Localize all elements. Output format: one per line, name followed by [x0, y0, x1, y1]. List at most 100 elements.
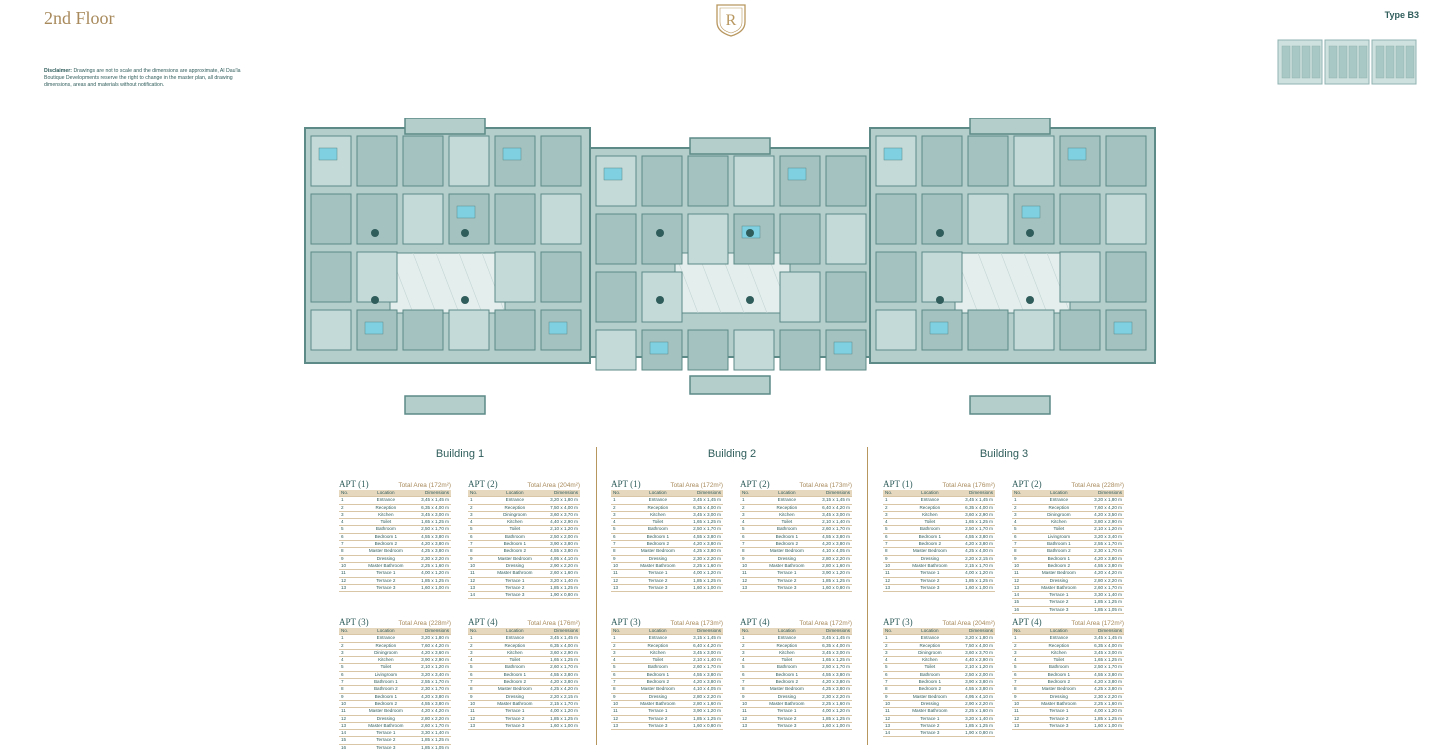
- plan-shape: [875, 251, 917, 303]
- room-row: 6 Bedroom 1 4,55 x 3,80 m: [468, 671, 580, 680]
- room-row: 10 Master Bathroom 2,25 x 1,60 m: [339, 562, 451, 571]
- divider: [596, 447, 597, 745]
- cell: Dressing: [1034, 577, 1084, 585]
- room-row: 12 Terrace 2 1,85 x 1,25 m: [740, 715, 852, 723]
- cell: Master Bathroom: [905, 562, 955, 571]
- plan-shape: [1338, 45, 1348, 79]
- cell: 7: [883, 678, 905, 687]
- cell: Bathroom: [905, 525, 955, 534]
- room-row: 2 Reception 6,40 x 4,20 m: [740, 504, 852, 512]
- cell: 7: [339, 540, 361, 549]
- cell: Bedroom 1: [490, 671, 540, 680]
- cell: 3,80 x 2,90 m: [1083, 518, 1124, 527]
- plan-shape: [1281, 45, 1291, 79]
- room-row: 4 Toilet 1,65 x 1,25 m: [468, 656, 580, 665]
- cell: 2,15 x 1,70 m: [954, 562, 995, 571]
- cell: 4,20 x 3,80 m: [1083, 555, 1124, 563]
- cell: 11: [740, 707, 762, 716]
- room-row: 9 Bedroom 1 4,20 x 3,80 m: [1012, 555, 1124, 563]
- room-row: 13 Terrace 3 1,60 x 1,00 m: [740, 722, 852, 731]
- cell: 3,60 x 2,90 m: [539, 649, 580, 658]
- plan-shape: [833, 341, 853, 355]
- cell: 4: [611, 518, 633, 527]
- apartment-name: APT (1): [339, 479, 369, 489]
- cell: 6: [883, 533, 905, 542]
- cell: Bathroom: [905, 671, 955, 680]
- apartment-header: APT (4) Total Area (172m²): [740, 617, 852, 628]
- room-row: 8 Master Bedroom 4,25 x 4,00 m: [883, 547, 995, 556]
- plan-shape: [1013, 193, 1055, 245]
- cell: 5: [883, 525, 905, 534]
- cell: 1,60 x 1,00 m: [811, 722, 852, 731]
- cell: 10: [883, 562, 905, 571]
- cell: 7,50 x 4,00 m: [954, 642, 995, 650]
- plan-shape: [404, 395, 486, 415]
- column-header: No. Location Dimensions: [1012, 628, 1124, 636]
- room-row: 9 Dressing 2,30 x 2,20 m: [611, 555, 723, 563]
- cell: 6,35 x 4,00 m: [1083, 642, 1124, 650]
- room-row: 9 Dressing 2,30 x 2,20 m: [740, 693, 852, 701]
- room-row: 6 Livingroom 3,20 x 3,40 m: [1012, 533, 1124, 542]
- plan-shape: [746, 296, 754, 304]
- room-row: 6 Bedroom 1 4,55 x 3,80 m: [611, 671, 723, 680]
- column-label: No.: [1012, 490, 1034, 498]
- cell: 8: [740, 547, 762, 556]
- apartment-table: APT (4) Total Area (176m²) No. Location Dime…: [468, 617, 580, 731]
- room-row: 5 Bathroom 2,60 x 1,70 m: [468, 663, 580, 672]
- cell: 2,50 x 2,00 m: [954, 671, 995, 680]
- room-row: 11 Terrace 1 4,00 x 1,20 m: [883, 569, 995, 578]
- room-row: 7 Bedroom 1 3,90 x 3,80 m: [883, 678, 995, 687]
- room-row: 4 Kitchen 4,40 x 2,90 m: [883, 656, 995, 665]
- column-header: No. Location Dimensions: [883, 628, 995, 636]
- room-row: 5 Bathroom 2,50 x 1,70 m: [339, 525, 451, 534]
- cell: 2,80 x 2,20 m: [811, 555, 852, 563]
- plan-shape: [371, 296, 379, 304]
- plan-shape: [448, 309, 490, 351]
- cell: 10: [611, 562, 633, 571]
- cell: Bedroom 2: [1034, 678, 1084, 687]
- cell: Terrace 2: [633, 715, 683, 723]
- cell: 1,65 x 1,25 m: [682, 518, 723, 527]
- cell: 2: [339, 504, 361, 512]
- cell: Toilet: [633, 656, 683, 665]
- column-label: No.: [883, 628, 905, 636]
- plan-shape: [595, 271, 637, 323]
- room-row: 13 Terrace 3 1,60 x 0,80 m: [611, 722, 723, 731]
- column-header: No. Location Dimensions: [740, 490, 852, 498]
- plan-shape: [779, 271, 821, 323]
- plan-shape: [1013, 309, 1055, 351]
- cell: Terrace 1: [490, 707, 540, 716]
- room-row: 3 Kitchen 3,60 x 2,90 m: [883, 511, 995, 520]
- room-row: 5 Toilet 2,10 x 1,20 m: [883, 663, 995, 672]
- cell: Entrance: [762, 496, 812, 505]
- cell: Terrace 3: [905, 584, 955, 593]
- cell: 3: [1012, 649, 1034, 658]
- cell: 4,20 x 3,80 m: [1083, 678, 1124, 687]
- plan-shape: [1021, 205, 1041, 219]
- plan-shape: [733, 213, 775, 265]
- plan-shape: [448, 193, 490, 245]
- cell: 3,15 x 1,45 m: [811, 496, 852, 505]
- room-row: 6 Bedroom 1 4,55 x 3,80 m: [339, 533, 451, 542]
- column-label: No.: [339, 628, 361, 636]
- room-row: 7 Bathroom 1 2,55 x 1,70 m: [1012, 540, 1124, 549]
- cell: 13: [339, 584, 361, 593]
- room-row: 3 Diningroom 3,60 x 3,70 m: [468, 511, 580, 520]
- room-row: 3 Diningroom 3,60 x 3,70 m: [883, 649, 995, 658]
- cell: 16: [1012, 606, 1034, 615]
- cell: Reception: [1034, 504, 1084, 512]
- room-row: 6 Bedroom 1 4,55 x 3,80 m: [883, 533, 995, 542]
- apartment-name: APT (3): [883, 617, 913, 627]
- room-row: 14 Terrace 3 1,90 x 0,80 m: [883, 729, 995, 738]
- column-label: Dimensions: [811, 628, 852, 636]
- room-row: 12 Terrace 2 1,85 x 1,25 m: [611, 577, 723, 585]
- plan-shape: [929, 321, 949, 335]
- cell: Reception: [905, 642, 955, 650]
- cell: 4,20 x 3,80 m: [811, 678, 852, 687]
- apartment-area: Total Area (172m²): [670, 482, 723, 489]
- cell: Terrace 1: [905, 715, 955, 723]
- plan-shape: [936, 229, 944, 237]
- cell: Dressing: [490, 562, 540, 571]
- cell: Bedroom 1: [1034, 555, 1084, 563]
- cell: Master Bedroom: [490, 555, 540, 563]
